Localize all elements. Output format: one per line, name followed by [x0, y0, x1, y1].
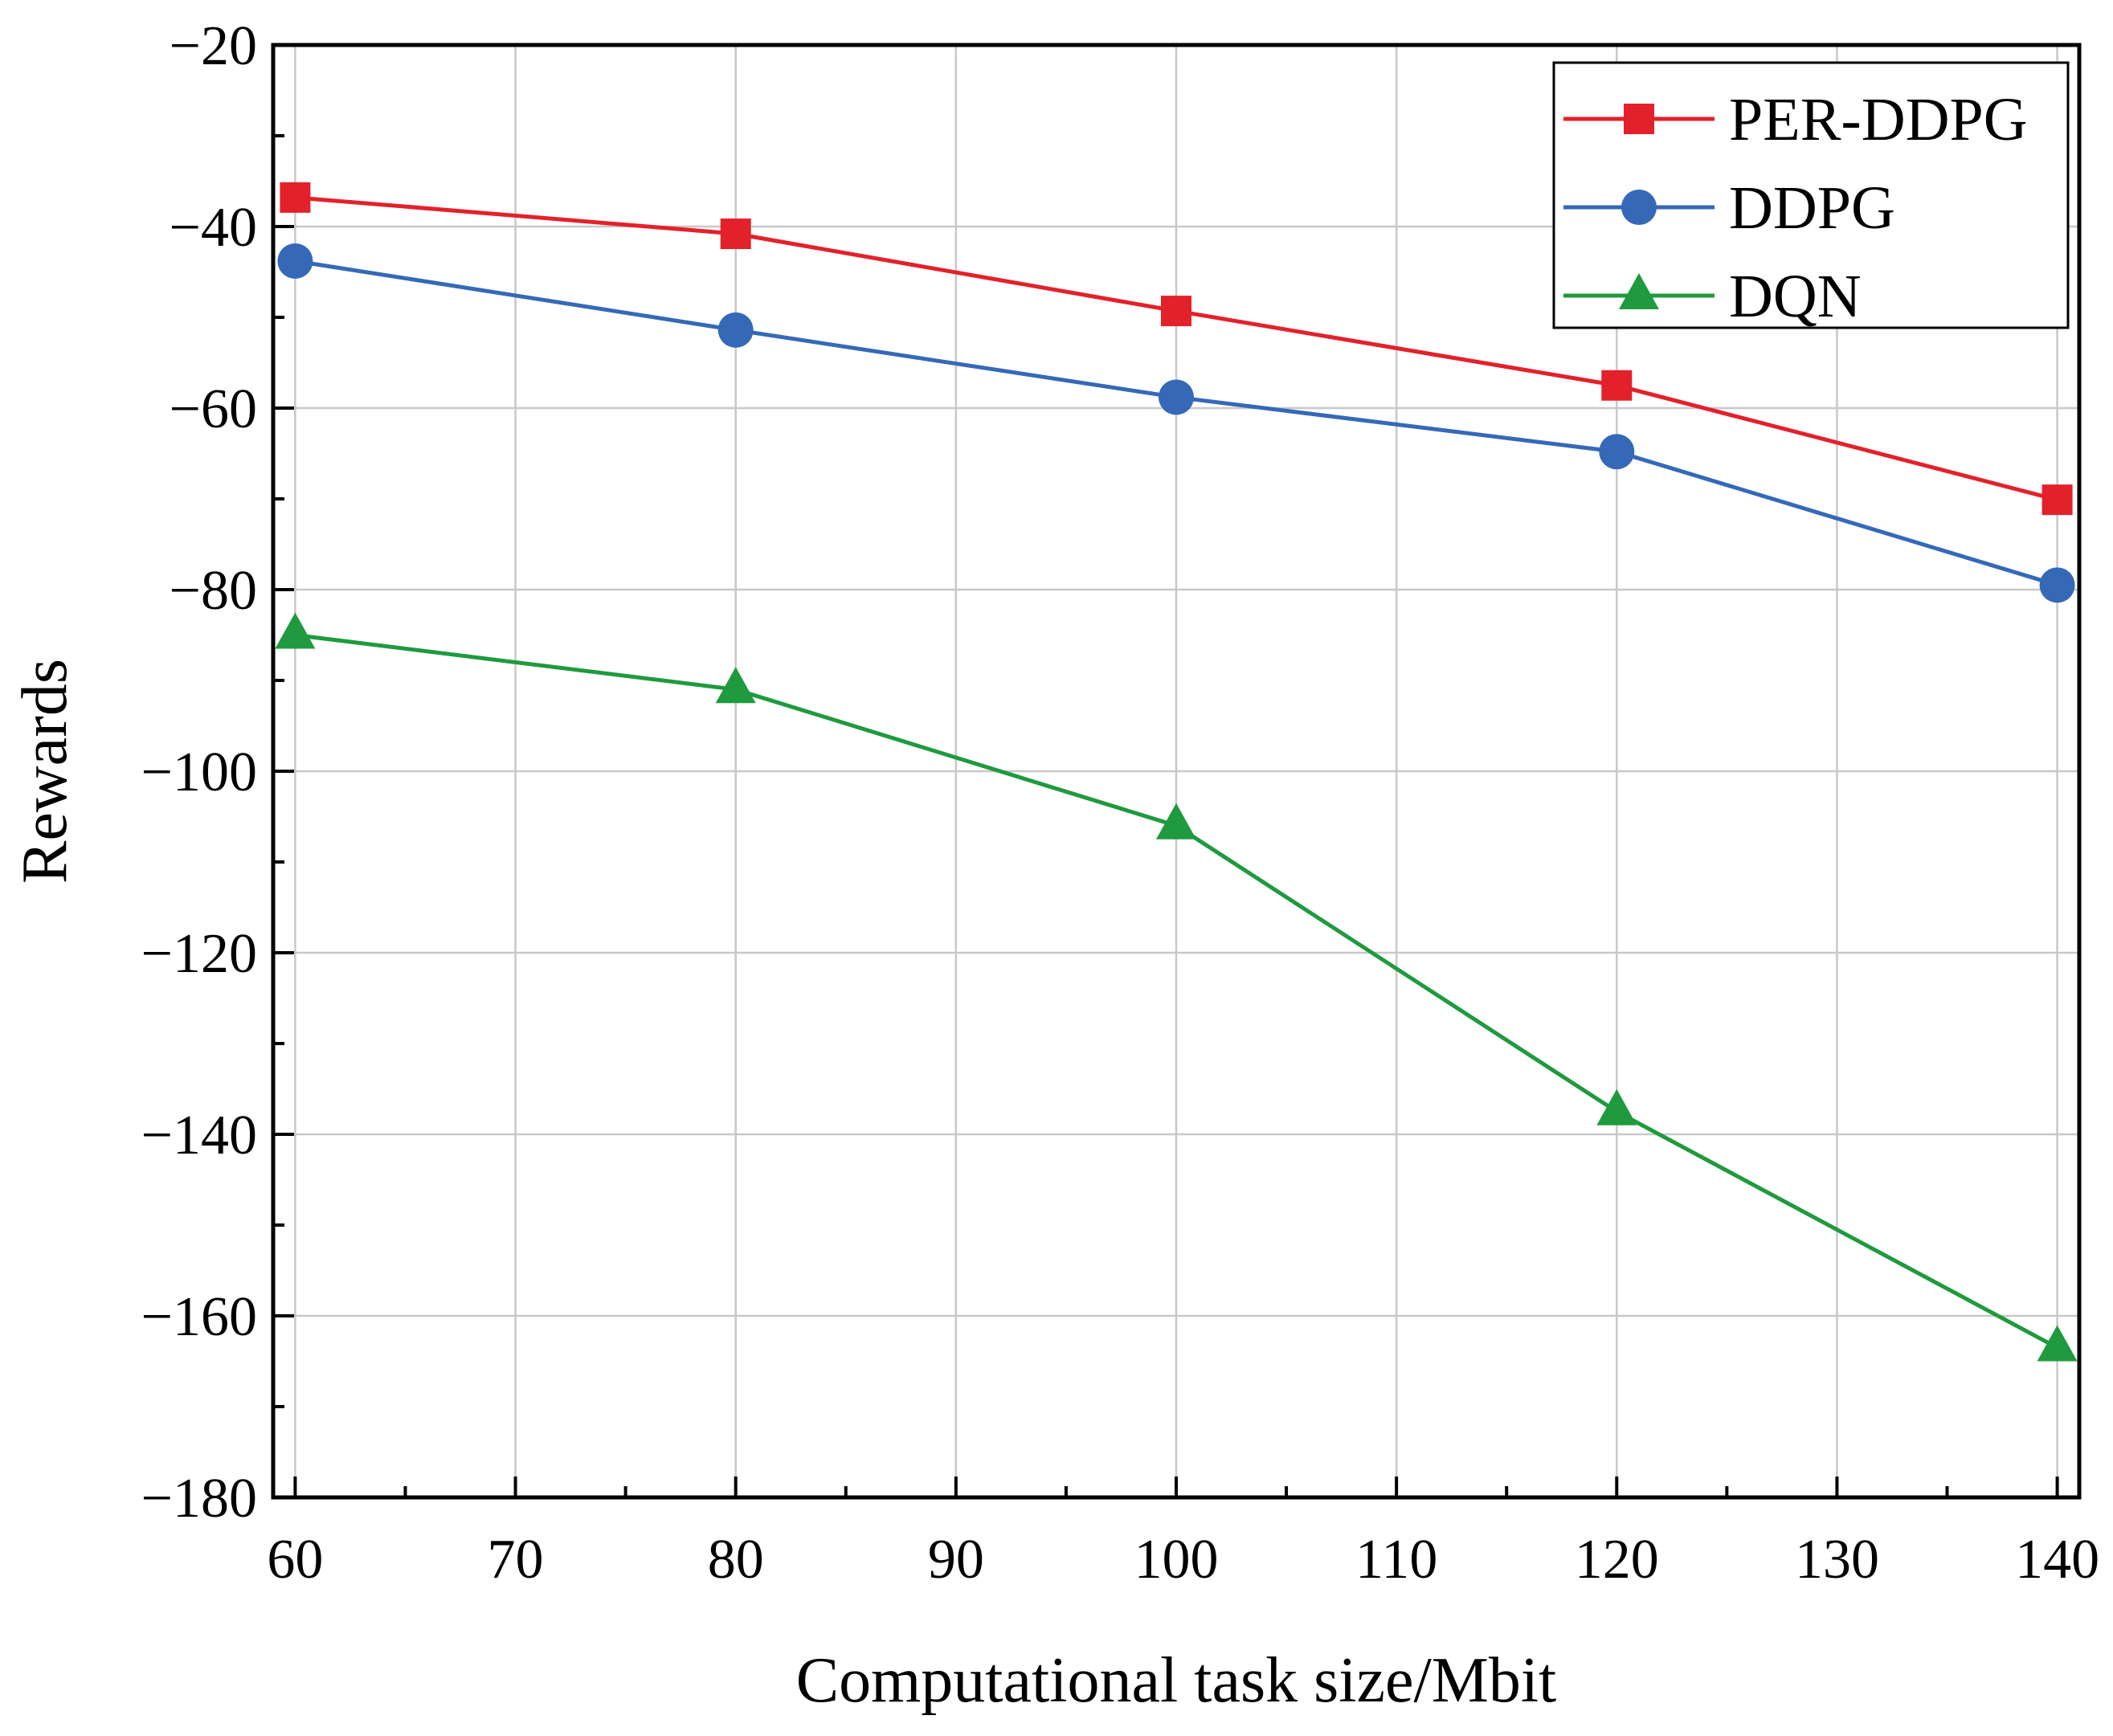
y-tick-labels: −20 −40 −60 −80 −100 −120 −140 −160 −180: [141, 15, 257, 1530]
y-tick-label: −180: [141, 1468, 257, 1530]
data-point-dqn: [715, 667, 756, 704]
x-tick-label: 60: [267, 1529, 323, 1591]
legend-label: PER-DDPG: [1729, 86, 2028, 153]
y-tick-label: −160: [141, 1286, 257, 1348]
data-point-per-ddpg: [1161, 296, 1191, 327]
data-point-dqn: [275, 612, 316, 649]
series-dqn: [275, 612, 2078, 1362]
data-point-dqn: [1596, 1089, 1637, 1125]
series-per-ddpg: [280, 182, 2073, 516]
legend: PER-DDPG DDPG DQN: [1552, 61, 2070, 330]
data-point-ddpg: [2039, 567, 2075, 603]
x-tick-label: 120: [1575, 1529, 1659, 1591]
x-axis-title: Computational task size/Mbit: [796, 1645, 1557, 1716]
y-tick-label: −140: [141, 1105, 257, 1166]
y-tick-label: −40: [170, 197, 257, 259]
x-tick-label: 140: [2015, 1529, 2099, 1591]
x-tick-label: 80: [708, 1529, 764, 1591]
data-point-dqn: [1156, 803, 1196, 839]
data-point-per-ddpg: [280, 182, 311, 213]
data-point-per-ddpg: [720, 219, 751, 250]
data-point-ddpg: [717, 312, 754, 348]
legend-marker: [1619, 273, 1659, 309]
legend-item-per-ddpg: PER-DDPG: [1563, 86, 2028, 153]
legend-label: DDPG: [1729, 174, 1895, 242]
data-point-per-ddpg: [2041, 484, 2073, 516]
y-tick-label: −20: [170, 15, 257, 77]
legend-marker: [1621, 190, 1657, 225]
x-tick-label: 130: [1795, 1529, 1879, 1591]
y-tick-label: −60: [170, 378, 257, 440]
x-tick-label: 70: [488, 1529, 544, 1591]
y-tick-label: −100: [141, 741, 257, 803]
legend-item-dqn: DQN: [1563, 263, 1862, 330]
x-tick-label: 110: [1355, 1529, 1437, 1591]
data-point-ddpg: [1599, 434, 1635, 470]
plot-series: [275, 182, 2078, 1362]
data-point-dqn: [2037, 1325, 2078, 1362]
data-point-per-ddpg: [1601, 370, 1633, 401]
series-ddpg: [277, 243, 2075, 603]
x-tick-labels: 60 70 80 90 100 110 120 130 140: [267, 1529, 2099, 1591]
y-tick-label: −120: [141, 923, 257, 985]
data-point-ddpg: [1159, 379, 1194, 415]
data-point-ddpg: [277, 243, 313, 279]
legend-label: DQN: [1729, 263, 1862, 330]
legend-marker: [1624, 104, 1654, 134]
legend-item-ddpg: DDPG: [1563, 174, 1895, 242]
x-tick-label: 100: [1134, 1529, 1219, 1591]
axis-ticks: [273, 43, 2059, 1499]
x-tick-label: 90: [928, 1529, 984, 1591]
y-tick-label: −80: [170, 560, 257, 622]
y-axis-title: Rewards: [10, 659, 80, 884]
